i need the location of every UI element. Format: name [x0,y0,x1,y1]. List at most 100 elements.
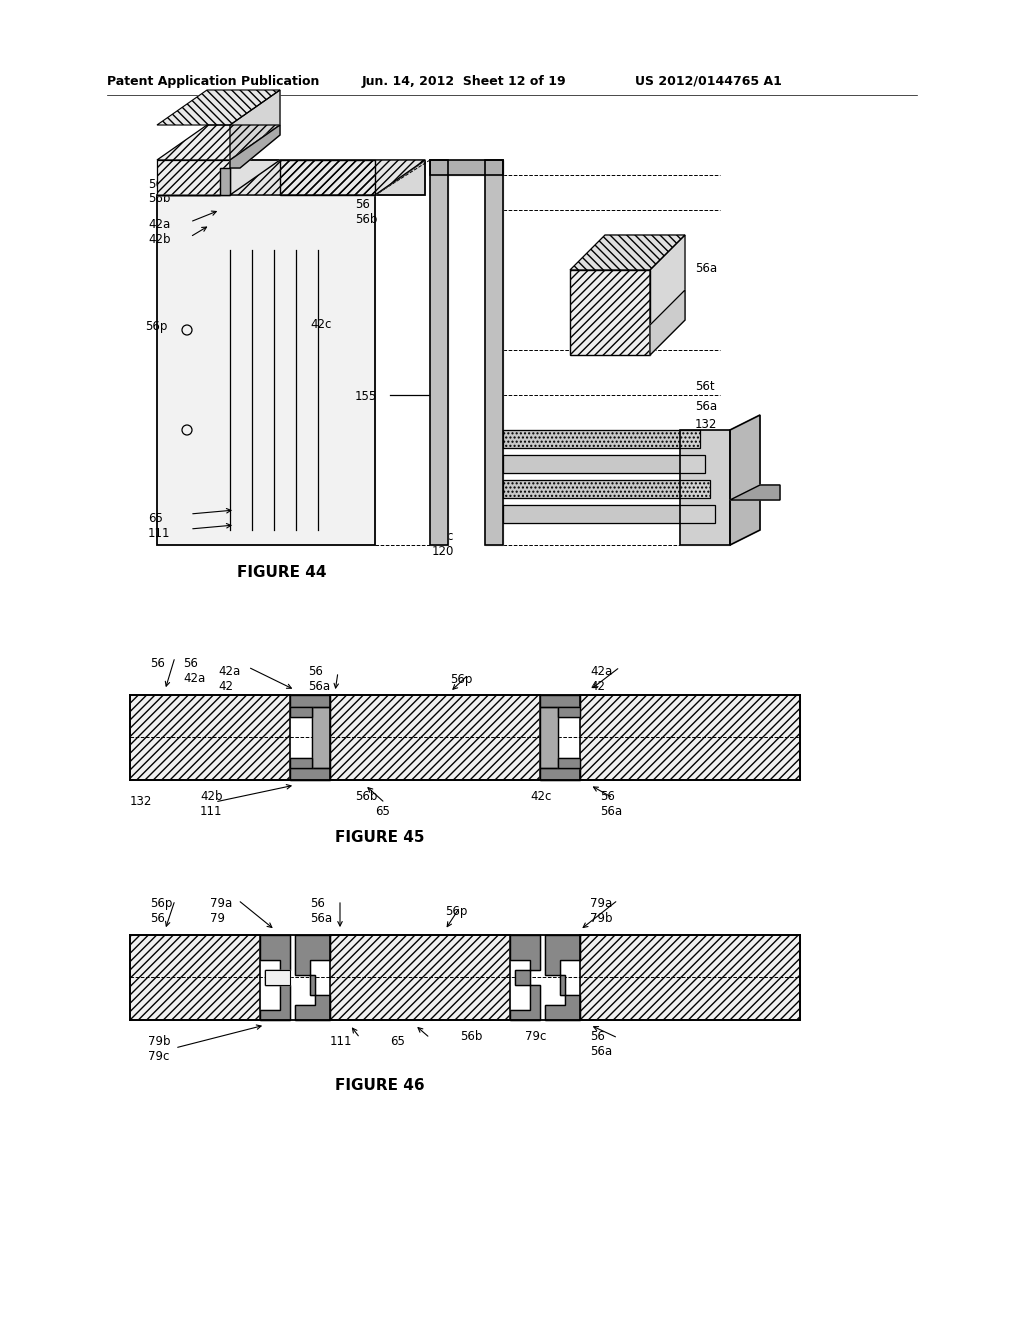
Polygon shape [580,935,800,1020]
Text: 56a: 56a [695,400,717,413]
Text: 42: 42 [590,680,605,693]
Text: 42a: 42a [218,665,241,678]
Polygon shape [680,430,730,545]
Polygon shape [157,168,230,195]
Polygon shape [280,160,375,195]
Text: FIGURE 45: FIGURE 45 [335,830,425,845]
Polygon shape [540,708,558,768]
Polygon shape [570,271,650,355]
Text: 56: 56 [308,665,323,678]
Polygon shape [290,708,312,717]
Text: 42a: 42a [183,672,205,685]
Polygon shape [290,768,330,780]
Text: 42a: 42a [590,665,612,678]
Text: Patent Application Publication: Patent Application Publication [106,75,319,88]
Text: 42: 42 [295,158,310,172]
Text: 56b: 56b [355,213,378,226]
Text: 42c: 42c [432,531,454,543]
Polygon shape [730,414,760,545]
Text: 56b: 56b [355,789,378,803]
Polygon shape [130,696,290,780]
Text: 111: 111 [330,1035,352,1048]
Text: 120: 120 [432,545,455,558]
Text: 42c: 42c [310,318,332,331]
Polygon shape [503,480,710,498]
Text: 42b: 42b [148,234,171,246]
Text: FIGURE 46: FIGURE 46 [335,1078,425,1093]
Text: 132: 132 [695,418,718,432]
Polygon shape [485,160,503,545]
Text: 56: 56 [310,898,325,909]
Polygon shape [157,90,280,125]
Text: 56: 56 [600,789,614,803]
Polygon shape [157,195,375,545]
Polygon shape [157,125,280,160]
Text: 155: 155 [355,389,377,403]
Text: 42a: 42a [583,255,605,268]
Text: 79: 79 [210,912,225,925]
Text: 56a: 56a [295,172,317,185]
Text: 56a: 56a [308,680,330,693]
Text: 56: 56 [148,178,163,191]
Text: 79b: 79b [590,912,612,925]
Text: 65: 65 [390,1035,404,1048]
Text: 56: 56 [695,465,710,478]
Polygon shape [312,708,330,768]
Text: Jun. 14, 2012  Sheet 12 of 19: Jun. 14, 2012 Sheet 12 of 19 [362,75,566,88]
Polygon shape [130,935,260,1020]
Polygon shape [503,506,715,523]
Polygon shape [558,708,580,717]
Text: 56p: 56p [445,906,467,917]
Text: 111: 111 [148,527,171,540]
Text: 111: 111 [200,805,222,818]
Polygon shape [330,696,540,780]
Polygon shape [230,90,280,160]
Text: 79a: 79a [210,898,232,909]
Polygon shape [375,160,425,195]
Text: 56p: 56p [450,673,472,686]
Polygon shape [650,235,685,355]
Text: 56: 56 [150,912,165,925]
Text: 121: 121 [695,480,718,492]
Text: 56a: 56a [695,261,717,275]
Text: 56t: 56t [695,380,715,393]
Text: 56a: 56a [590,1045,612,1059]
Polygon shape [290,696,330,708]
Polygon shape [230,125,280,168]
Polygon shape [540,696,580,708]
Polygon shape [503,430,700,447]
Text: 56p: 56p [150,898,172,909]
Polygon shape [430,160,449,545]
Text: 42a: 42a [148,218,170,231]
Text: 155a: 155a [695,436,725,447]
Text: 42c: 42c [530,789,551,803]
Polygon shape [265,970,290,985]
Text: 79c: 79c [148,1049,169,1063]
Text: 42: 42 [583,271,598,282]
Text: 56: 56 [150,657,165,671]
Polygon shape [503,455,705,473]
Text: 155b: 155b [695,450,725,463]
Polygon shape [540,768,580,780]
Text: 56: 56 [355,198,370,211]
Polygon shape [295,935,330,1020]
Text: 79a: 79a [590,898,612,909]
Polygon shape [510,935,540,1020]
Polygon shape [230,160,425,195]
Text: 36: 36 [433,475,447,488]
Text: 56a: 56a [600,805,623,818]
Text: 56a: 56a [310,912,332,925]
Polygon shape [650,290,685,355]
Text: 56p: 56p [145,319,167,333]
Text: 56b: 56b [460,1030,482,1043]
Text: 56: 56 [590,1030,605,1043]
Text: 79c: 79c [525,1030,547,1043]
Polygon shape [330,935,510,1020]
Polygon shape [290,758,312,768]
Polygon shape [157,160,425,195]
Text: 65: 65 [148,512,163,525]
Polygon shape [430,160,503,176]
Text: 132: 132 [130,795,153,808]
Polygon shape [558,758,580,768]
Polygon shape [157,160,230,195]
